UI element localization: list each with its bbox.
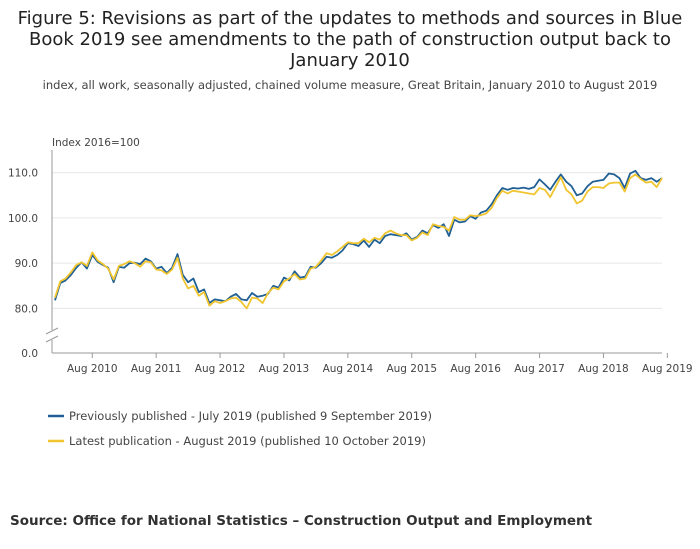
y-tick-label: 90.0	[15, 258, 38, 270]
source-note: Source: Office for National Statistics –…	[10, 513, 593, 529]
y-tick-label: 0.0	[21, 348, 38, 360]
y-tick-label: 80.0	[15, 303, 38, 315]
x-axis: Aug 2010 Aug 2011 Aug 2012 Aug 2013 Aug 2014…	[52, 352, 693, 375]
y-axis-label: Index 2016=100	[52, 137, 140, 149]
chart-title: Figure 5: Revisions as part of the updat…	[17, 8, 683, 71]
y-tick-label: 100.0	[8, 213, 38, 225]
x-tick-label: Aug 2015	[386, 363, 437, 375]
x-tick-label: Aug 2014	[323, 363, 374, 375]
x-tick-label: Aug 2018	[578, 363, 629, 375]
series-line-previous	[54, 169, 663, 304]
x-tick-label: Aug 2016	[450, 363, 501, 375]
x-tick-label: Aug 2012	[195, 363, 246, 375]
x-tick-label: Aug 2017	[514, 363, 565, 375]
axis-break-marker	[45, 327, 59, 343]
series-lines	[54, 169, 663, 310]
chart-subtitle: index, all work, seasonally adjusted, ch…	[42, 78, 658, 92]
y-axis: Index 2016=100 110.0 100.0 90.0 80.0 0.0	[8, 137, 140, 360]
series-line-latest	[54, 173, 663, 310]
x-tick-label: Aug 2019	[642, 363, 693, 375]
y-tick-label: 110.0	[8, 168, 38, 180]
legend: Previously published - July 2019 (publis…	[48, 409, 432, 448]
x-tick-label: Aug 2011	[131, 363, 182, 375]
legend-label: Latest publication - August 2019 (publis…	[69, 434, 426, 448]
legend-label: Previously published - July 2019 (publis…	[69, 409, 432, 423]
x-tick-label: Aug 2013	[259, 363, 310, 375]
x-tick-label: Aug 2010	[67, 363, 118, 375]
